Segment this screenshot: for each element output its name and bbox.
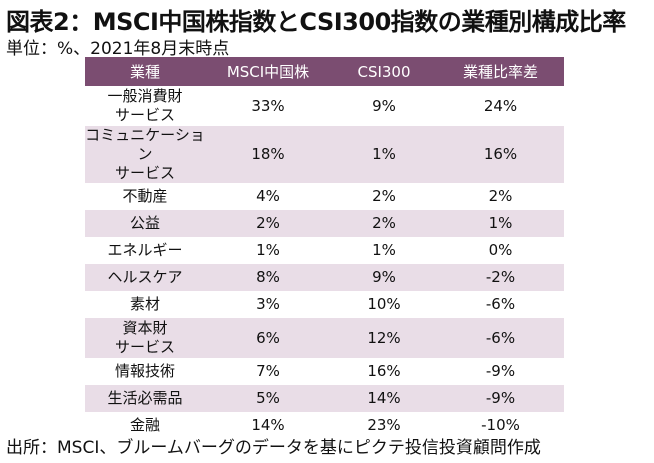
- sector-cell: 一般消費財 サービス: [85, 86, 205, 126]
- csi300-cell: 9%: [331, 264, 437, 291]
- table-row: エネルギー 1% 1% 0%: [85, 237, 564, 264]
- table-row: 金融 14% 23% -10%: [85, 412, 564, 439]
- source-note: 出所：MSCI、ブルームバーグのデータを基にピクテ投信投資顧問作成: [6, 438, 541, 458]
- sector-cell: 公益: [85, 210, 205, 237]
- header-sector: 業種: [85, 57, 205, 86]
- sector-cell: 不動産: [85, 183, 205, 210]
- sector-cell: 情報技術: [85, 358, 205, 385]
- csi300-cell: 16%: [331, 358, 437, 385]
- diff-cell: 16%: [437, 126, 564, 183]
- sector-cell: 素材: [85, 291, 205, 318]
- header-csi300: CSI300: [331, 57, 437, 86]
- msci-cell: 4%: [205, 183, 331, 210]
- sector-cell: 資本財 サービス: [85, 318, 205, 358]
- msci-cell: 2%: [205, 210, 331, 237]
- unit-note: 単位：%、2021年8月末時点: [6, 39, 230, 59]
- msci-cell: 1%: [205, 237, 331, 264]
- table-row: コミュニケーション サービス 18% 1% 16%: [85, 126, 564, 183]
- diff-cell: -2%: [437, 264, 564, 291]
- csi300-cell: 2%: [331, 183, 437, 210]
- diff-cell: 1%: [437, 210, 564, 237]
- sector-cell: 金融: [85, 412, 205, 439]
- table-row: 一般消費財 サービス 33% 9% 24%: [85, 86, 564, 126]
- table-row: 情報技術 7% 16% -9%: [85, 358, 564, 385]
- msci-cell: 33%: [205, 86, 331, 126]
- table-header-row: 業種 MSCI中国株 CSI300 業種比率差: [85, 57, 564, 86]
- diff-cell: 2%: [437, 183, 564, 210]
- chart-title: 図表2：MSCI中国株指数とCSI300指数の業種別構成比率: [6, 8, 626, 36]
- csi300-cell: 1%: [331, 237, 437, 264]
- header-msci: MSCI中国株: [205, 57, 331, 86]
- table-row: 生活必需品 5% 14% -9%: [85, 385, 564, 412]
- msci-cell: 14%: [205, 412, 331, 439]
- sector-cell: 生活必需品: [85, 385, 205, 412]
- table-row: 不動産 4% 2% 2%: [85, 183, 564, 210]
- sector-cell: ヘルスケア: [85, 264, 205, 291]
- table-row: 公益 2% 2% 1%: [85, 210, 564, 237]
- csi300-cell: 9%: [331, 86, 437, 126]
- msci-cell: 5%: [205, 385, 331, 412]
- sector-cell: コミュニケーション サービス: [85, 126, 205, 183]
- msci-cell: 8%: [205, 264, 331, 291]
- diff-cell: -6%: [437, 291, 564, 318]
- msci-cell: 7%: [205, 358, 331, 385]
- sector-cell: エネルギー: [85, 237, 205, 264]
- csi300-cell: 2%: [331, 210, 437, 237]
- csi300-cell: 12%: [331, 318, 437, 358]
- diff-cell: 24%: [437, 86, 564, 126]
- csi300-cell: 1%: [331, 126, 437, 183]
- csi300-cell: 23%: [331, 412, 437, 439]
- diff-cell: -9%: [437, 385, 564, 412]
- table-row: ヘルスケア 8% 9% -2%: [85, 264, 564, 291]
- diff-cell: -10%: [437, 412, 564, 439]
- diff-cell: -6%: [437, 318, 564, 358]
- sector-weight-table: 業種 MSCI中国株 CSI300 業種比率差 一般消費財 サービス 33% 9…: [85, 57, 564, 439]
- msci-cell: 3%: [205, 291, 331, 318]
- diff-cell: 0%: [437, 237, 564, 264]
- table-row: 素材 3% 10% -6%: [85, 291, 564, 318]
- msci-cell: 18%: [205, 126, 331, 183]
- diff-cell: -9%: [437, 358, 564, 385]
- csi300-cell: 14%: [331, 385, 437, 412]
- table-row: 資本財 サービス 6% 12% -6%: [85, 318, 564, 358]
- msci-cell: 6%: [205, 318, 331, 358]
- csi300-cell: 10%: [331, 291, 437, 318]
- header-diff: 業種比率差: [437, 57, 564, 86]
